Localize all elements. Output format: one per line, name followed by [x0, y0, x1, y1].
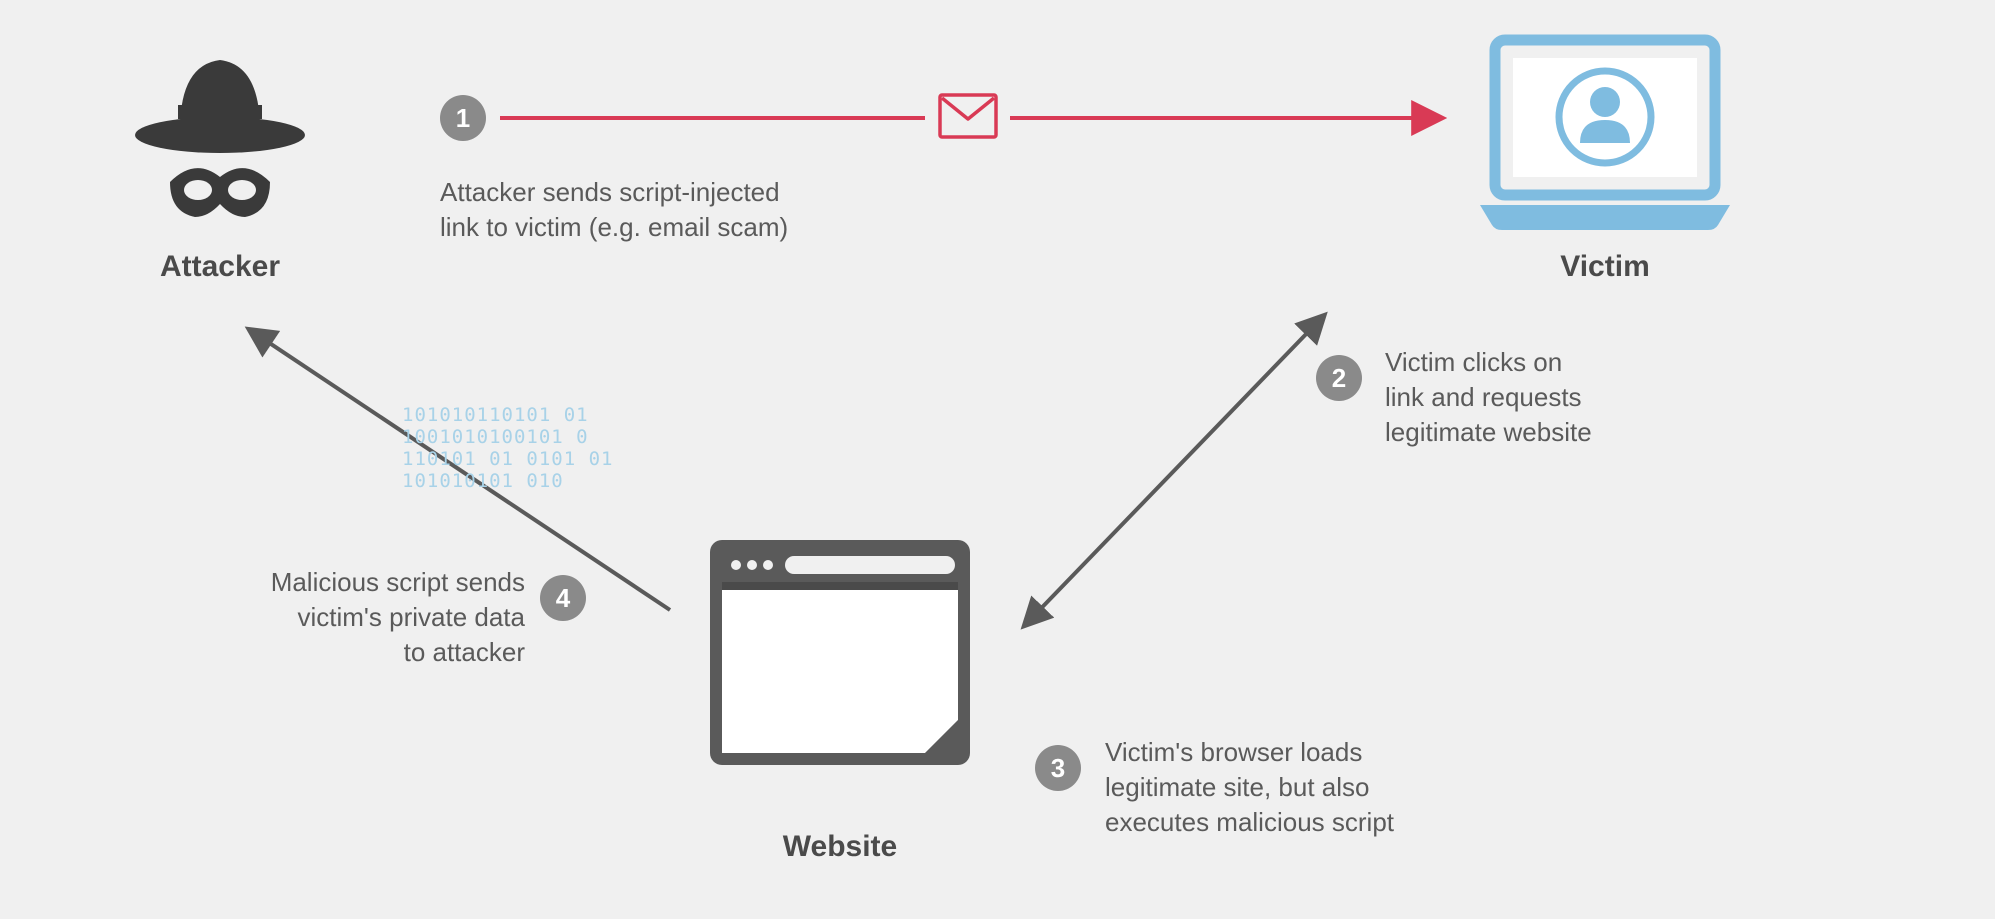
step-2-text: Victim clicks on link and requests legit… [1385, 345, 1665, 450]
step-3-text: Victim's browser loads legitimate site, … [1105, 735, 1455, 840]
step-4-badge: 4 [540, 575, 586, 621]
arrow-step-2 [1025, 330, 1310, 625]
attacker-icon [135, 60, 305, 217]
website-icon [710, 540, 970, 765]
step-3-badge: 3 [1035, 745, 1081, 791]
website-label: Website [730, 830, 950, 864]
step-1-text: Attacker sends script-injected link to v… [440, 175, 890, 245]
victim-icon [1480, 40, 1730, 230]
victim-label: Victim [1480, 250, 1730, 284]
diagram-svg [0, 0, 1995, 919]
attacker-label: Attacker [130, 250, 310, 284]
step-4-text: Malicious script sends victim's private … [230, 565, 525, 670]
step-1-badge: 1 [440, 95, 486, 141]
envelope-icon [940, 95, 996, 137]
binary-decoration: 101010110101 01 1001010100101 0 110101 0… [402, 405, 613, 492]
step-2-badge: 2 [1316, 355, 1362, 401]
